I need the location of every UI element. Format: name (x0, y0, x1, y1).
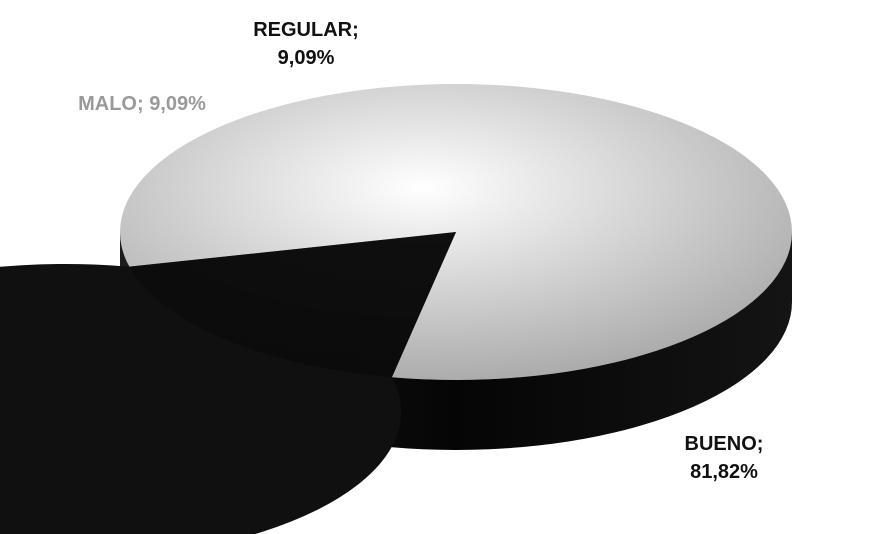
pie-top-shading (120, 84, 792, 380)
data-label-malo-line1: MALO; 9,09% (78, 93, 206, 115)
data-label-regular-line2: 9,09% (278, 47, 335, 69)
data-label-bueno-line1: BUENO; (685, 433, 764, 455)
pie-labels: BUENO; 81,82% MALO; 9,09% REGULAR; 9,09% (78, 19, 763, 483)
pie-top-face (0, 84, 792, 534)
data-label-bueno-line2: 81,82% (690, 461, 758, 483)
data-label-regular-line1: REGULAR; (253, 19, 359, 41)
